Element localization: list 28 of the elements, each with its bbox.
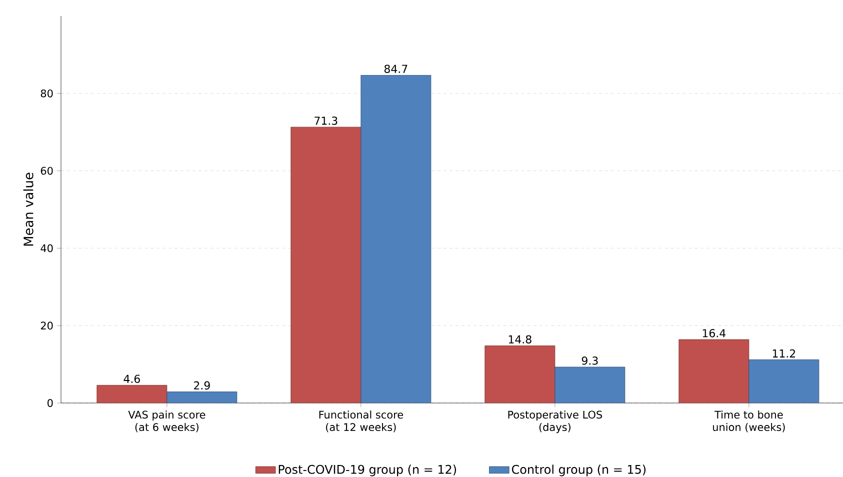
data-label: 9.3 [582, 356, 598, 365]
y-tick-label: 60 [40, 166, 53, 175]
data-label: 14.8 [508, 335, 532, 344]
legend-label: Post-COVID-19 group (n = 12) [278, 464, 456, 476]
bar [554, 366, 626, 403]
bar [484, 346, 556, 403]
bar [290, 126, 362, 403]
data-label: 2.9 [194, 381, 210, 390]
bar [96, 385, 168, 403]
x-tick-label: VAS pain score (at 6 weeks) [128, 410, 206, 432]
data-label: 84.7 [384, 64, 408, 74]
data-label: 4.6 [124, 374, 140, 383]
y-tick-label: 0 [48, 399, 53, 407]
y-tick-label: 20 [40, 322, 53, 330]
data-label: 16.4 [702, 329, 726, 338]
legend-label: Control group (n = 15) [512, 464, 646, 476]
y-tick-label: 80 [40, 89, 53, 98]
x-tick-label: Postoperative LOS (days) [508, 410, 602, 434]
data-label: 11.2 [772, 349, 796, 358]
bar [360, 75, 432, 403]
bar [678, 339, 750, 403]
bar [748, 359, 820, 403]
data-label: 71.3 [314, 116, 338, 125]
x-tick-label: Functional score (at 12 weeks) [319, 410, 404, 432]
bar [166, 392, 237, 403]
y-axis-title: Mean value [23, 172, 34, 246]
y-tick-label: 40 [40, 244, 53, 252]
x-tick-label: Time to bone union (weeks) [713, 410, 785, 432]
